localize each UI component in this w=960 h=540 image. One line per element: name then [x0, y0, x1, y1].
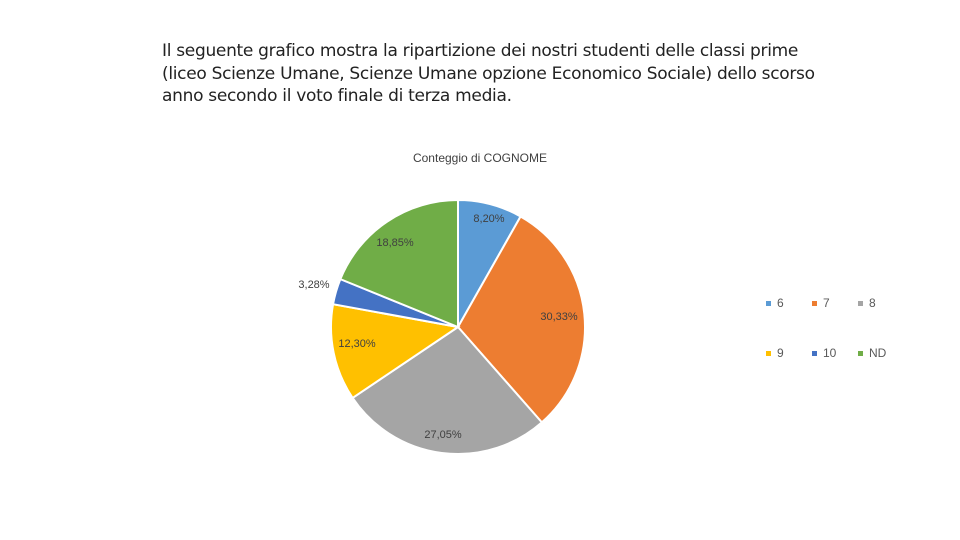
legend-item: 8 [858, 296, 904, 310]
legend-swatch [812, 350, 817, 356]
legend-row: 6 7 8 [766, 292, 904, 314]
intro-text: Il seguente grafico mostra la ripartizio… [162, 41, 815, 106]
legend-label: ND [869, 346, 887, 360]
legend-swatch [766, 350, 771, 356]
pie-slice-8 [351, 325, 544, 455]
legend-label: 8 [869, 296, 876, 310]
pie-slice-7 [456, 215, 586, 424]
legend-label: 10 [823, 346, 837, 360]
legend-row: 9 10 ND [766, 342, 904, 364]
chart-legend: 6 7 8 9 10 ND [766, 292, 904, 392]
legend-item: 10 [812, 346, 858, 360]
data-label-6: 8,20% [473, 213, 504, 225]
chart-title: Conteggio di COGNOME [412, 151, 548, 165]
legend-label: 7 [823, 296, 830, 310]
legend-item: 6 [766, 296, 812, 310]
legend-swatch [812, 300, 817, 306]
data-label-9: 12,30% [338, 338, 376, 350]
data-label-10: 3,28% [298, 279, 329, 291]
legend-swatch [858, 300, 863, 306]
legend-item: 9 [766, 346, 812, 360]
legend-item: ND [858, 346, 904, 360]
pie-slice-nd [339, 198, 459, 329]
legend-label: 6 [777, 296, 784, 310]
data-label-nd: 18,85% [376, 237, 414, 249]
legend-swatch [766, 300, 771, 306]
data-label-7: 30,33% [540, 311, 578, 323]
pie-slice-9 [330, 303, 461, 400]
data-label-8: 27,05% [424, 429, 462, 441]
legend-item: 7 [812, 296, 858, 310]
legend-label: 9 [777, 346, 784, 360]
legend-swatch [858, 350, 863, 356]
